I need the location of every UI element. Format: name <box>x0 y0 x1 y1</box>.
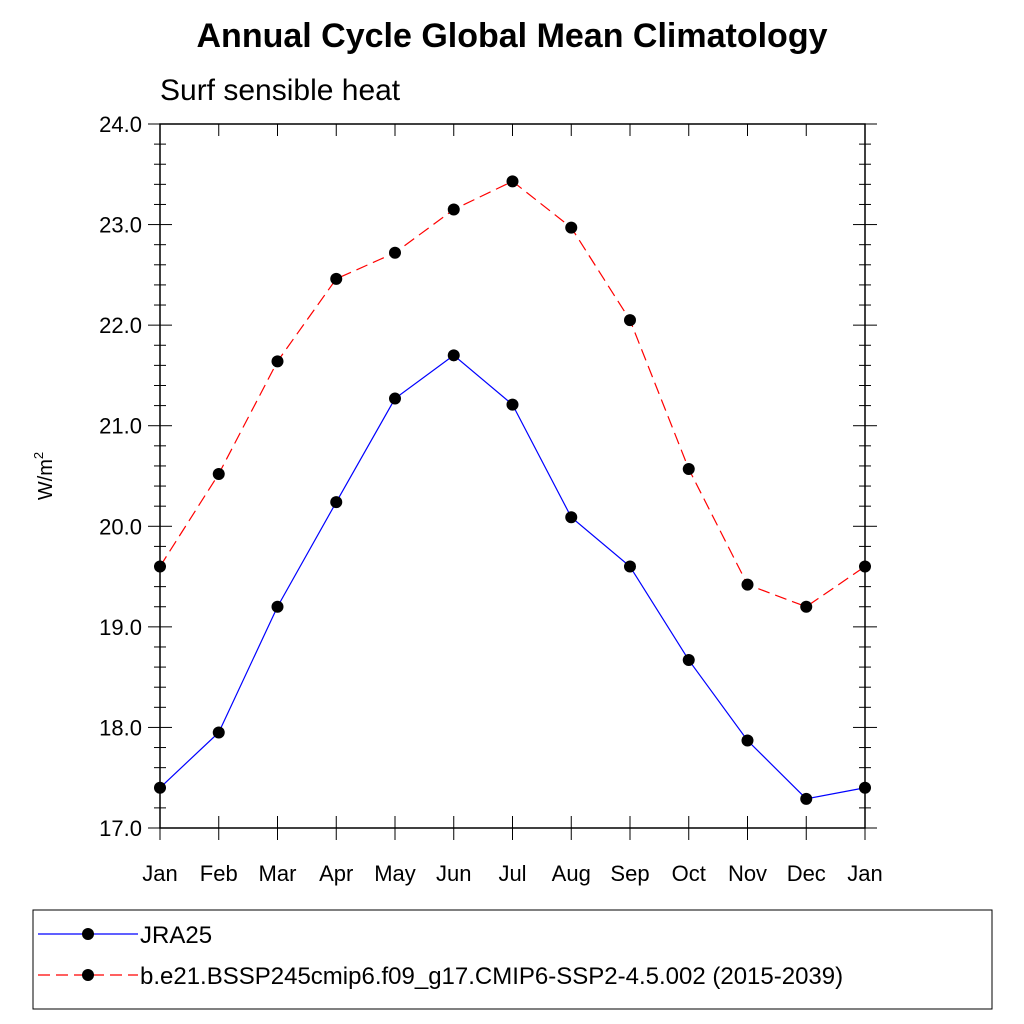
y-axis-label: W/m2 <box>31 452 57 500</box>
series-1-point <box>271 355 284 368</box>
axis-ticks <box>148 123 877 840</box>
x-tick-labels: Jan Feb Mar Apr May Jun Jul Aug Sep Oct Nov Dec Jan <box>142 861 882 886</box>
series-1-point <box>800 600 813 613</box>
series-0-point <box>624 560 636 573</box>
x-tick-label: May <box>374 861 416 886</box>
series-0-point <box>271 600 284 613</box>
series-0-point <box>389 392 401 405</box>
series-layer <box>154 175 871 805</box>
y-tick-label: 19.0 <box>99 615 142 640</box>
series-1-point <box>859 560 871 573</box>
plot-frame <box>159 123 866 829</box>
x-tick-label: Nov <box>728 861 767 886</box>
y-tick-labels: 17.0 18.0 19.0 20.0 21.0 22.0 23.0 24.0 <box>99 112 142 841</box>
y-axis-label-unit: W/m <box>35 459 57 500</box>
x-tick-label: Mar <box>259 861 297 886</box>
series-0-point <box>330 496 343 509</box>
legend-box <box>32 909 993 1010</box>
series-0-point <box>565 511 578 524</box>
series-line-0 <box>159 354 866 800</box>
chart-title: Annual Cycle Global Mean Climatology <box>197 17 828 55</box>
x-tick-label: Jan <box>142 861 177 886</box>
series-0-point <box>212 726 225 739</box>
y-tick-label: 18.0 <box>99 715 142 740</box>
series-0-point <box>447 349 460 362</box>
series-1-point <box>212 467 225 480</box>
series-1-point <box>741 578 754 591</box>
series-1-point <box>330 272 343 285</box>
series-0-point <box>800 792 813 805</box>
series-1-point <box>506 175 519 188</box>
legend-label-1: b.e21.BSSP245cmip6.f09_g17.CMIP6-SSP2-4.… <box>140 963 843 990</box>
legend-marker-1 <box>82 969 94 981</box>
x-tick-label: Aug <box>552 861 591 886</box>
y-tick-label: 23.0 <box>99 213 142 238</box>
y-tick-label: 22.0 <box>99 313 142 338</box>
series-0-point <box>682 654 695 667</box>
series-0-point <box>506 398 519 411</box>
x-tick-label: Sep <box>610 861 649 886</box>
series-0-point <box>859 781 871 794</box>
series-0-point <box>741 734 754 747</box>
series-1-point <box>565 221 578 234</box>
series-0-point <box>154 781 166 794</box>
series-1-point <box>624 314 636 327</box>
x-tick-label: Dec <box>787 861 826 886</box>
x-tick-label: Feb <box>200 861 238 886</box>
y-tick-label: 17.0 <box>99 816 142 841</box>
x-tick-label: Oct <box>672 861 706 886</box>
series-1-point <box>447 203 460 216</box>
series-1-point <box>682 462 695 475</box>
series-line-1 <box>159 180 866 608</box>
x-tick-label: Apr <box>319 861 353 886</box>
series-1-point <box>154 560 166 573</box>
legend: JRA25 b.e21.BSSP245cmip6.f09_g17.CMIP6-SS… <box>38 922 843 990</box>
y-tick-label: 20.0 <box>99 514 142 539</box>
series-1-point <box>389 246 401 259</box>
legend-marker-0 <box>82 928 94 940</box>
x-tick-label: Jun <box>436 861 471 886</box>
chart-subtitle: Surf sensible heat <box>160 74 401 107</box>
y-tick-label: 24.0 <box>99 112 142 137</box>
legend-label-0: JRA25 <box>140 922 212 949</box>
y-axis-label-superscript: 2 <box>31 452 46 459</box>
y-tick-label: 21.0 <box>99 414 142 439</box>
x-tick-label: Jul <box>498 861 526 886</box>
x-tick-label: Jan <box>847 861 882 886</box>
